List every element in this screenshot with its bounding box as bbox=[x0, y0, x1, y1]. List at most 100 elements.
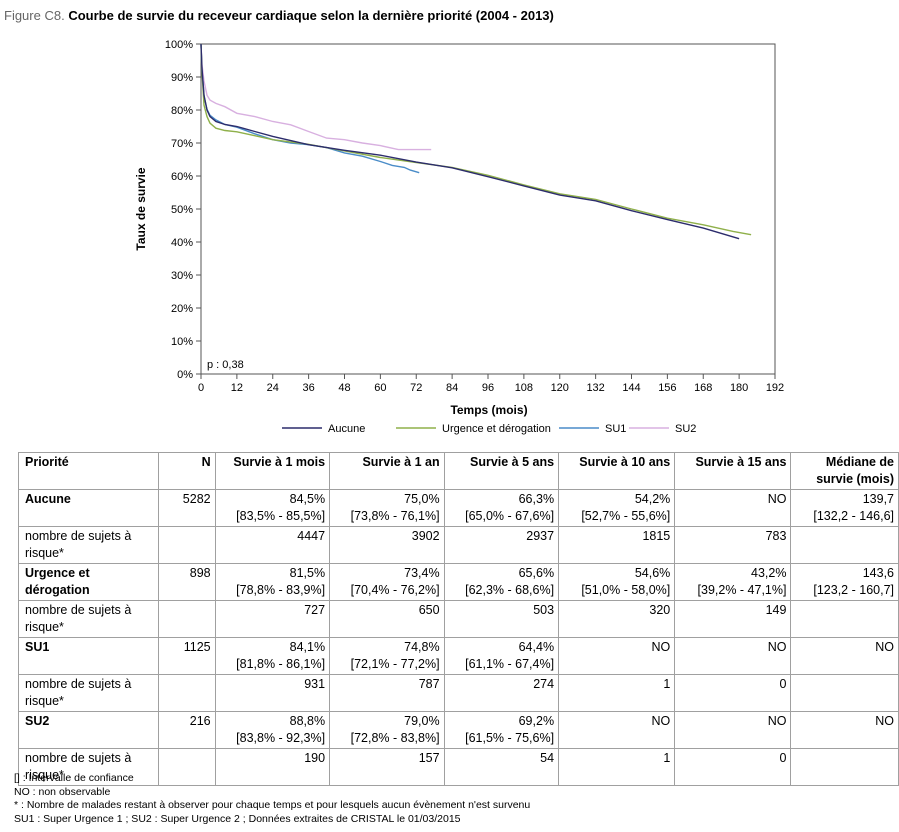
cell-line: NO bbox=[767, 714, 787, 728]
survival-cell: 88,8% [83,8% - 92,3%] bbox=[214, 711, 331, 749]
y-tick-label: 30% bbox=[171, 270, 193, 282]
x-tick-label: 60 bbox=[374, 382, 386, 394]
risk-row: nombre de sujets à risque* 4447 3902 2937 18… bbox=[17, 526, 899, 564]
risk-cell bbox=[790, 748, 899, 786]
survival-cell: 81,5% [78,8% - 83,9%] bbox=[214, 563, 331, 601]
cell-line: [61,5% - 75,6%] bbox=[465, 731, 555, 745]
x-tick-label: 0 bbox=[198, 382, 204, 394]
row-label: Aucune bbox=[17, 489, 160, 527]
plot-frame bbox=[200, 43, 776, 375]
cell-line: 139,7 bbox=[862, 492, 894, 506]
cell-line: [123,2 - 160,7] bbox=[813, 583, 894, 597]
cell-line: [72,1% - 77,2%] bbox=[350, 657, 440, 671]
survival-cell: 43,2% [39,2% - 47,1%] bbox=[674, 563, 792, 601]
cell-line: [78,8% - 83,9%] bbox=[236, 583, 326, 597]
risk-cell: 54 bbox=[443, 748, 560, 786]
risk-row: nombre de sujets à risque* 931 787 274 1 0 bbox=[17, 674, 899, 712]
y-tick-label: 10% bbox=[171, 336, 193, 348]
row-n: 898 bbox=[158, 563, 216, 601]
row-label: SU1 bbox=[17, 637, 160, 675]
survival-cell: NO bbox=[674, 489, 792, 527]
survival-cell: 143,6 [123,2 - 160,7] bbox=[790, 563, 899, 601]
cell-line: 88,8% bbox=[289, 714, 326, 728]
y-tick-label: 20% bbox=[171, 303, 193, 315]
footnote: NO : non observable bbox=[14, 785, 111, 798]
table-row: Urgence et dérogation 898 81,5% [78,8% - 83… bbox=[17, 563, 899, 601]
survival-cell: NO bbox=[790, 711, 899, 749]
y-tick-label: 0% bbox=[177, 369, 193, 381]
empty-cell bbox=[158, 600, 216, 638]
cell-line: NO bbox=[767, 492, 787, 506]
footnote: SU1 : Super Urgence 1 ; SU2 : Super Urge… bbox=[14, 812, 461, 825]
footnotes: [] : Intervalle de confiance NO : non obs… bbox=[14, 772, 530, 826]
row-label: SU2 bbox=[17, 711, 160, 749]
risk-cell: 931 bbox=[214, 674, 331, 712]
survival-cell: NO bbox=[790, 637, 899, 675]
cell-line: [132,2 - 146,6] bbox=[813, 509, 894, 523]
column-header: Survie à 1 an bbox=[329, 452, 445, 490]
survival-cell: 65,6% [62,3% - 68,6%] bbox=[443, 563, 560, 601]
survival-cell: NO bbox=[674, 711, 792, 749]
risk-label: nombre de sujets à risque* bbox=[17, 748, 160, 786]
cell-line: 69,2% bbox=[518, 714, 555, 728]
risk-cell: 2937 bbox=[443, 526, 560, 564]
survival-cell: 84,1% [81,8% - 86,1%] bbox=[214, 637, 331, 675]
risk-label: nombre de sujets à risque* bbox=[17, 526, 160, 564]
risk-cell bbox=[790, 526, 899, 564]
cell-line: [65,0% - 67,6%] bbox=[465, 509, 555, 523]
cell-line: [70,4% - 76,2%] bbox=[350, 583, 440, 597]
cell-line: [72,8% - 83,8%] bbox=[350, 731, 440, 745]
survival-cell: 75,0% [73,8% - 76,1%] bbox=[329, 489, 445, 527]
column-header: Survie à 15 ans bbox=[674, 452, 792, 490]
y-tick-label: 50% bbox=[171, 204, 193, 216]
cell-line: [61,1% - 67,4%] bbox=[465, 657, 555, 671]
y-tick-label: 40% bbox=[171, 237, 193, 249]
y-tick-label: 80% bbox=[171, 105, 193, 117]
cell-line: NO bbox=[875, 714, 894, 728]
x-tick-label: 48 bbox=[338, 382, 350, 394]
x-tick-label: 156 bbox=[658, 382, 676, 394]
risk-cell bbox=[790, 674, 899, 712]
legend-label: Urgence et dérogation bbox=[442, 423, 551, 435]
risk-row: nombre de sujets à risque* 727 650 503 320 14… bbox=[17, 600, 899, 638]
risk-cell: 503 bbox=[443, 600, 560, 638]
risk-cell: 274 bbox=[443, 674, 560, 712]
risk-cell: 1 bbox=[558, 674, 676, 712]
x-tick-label: 96 bbox=[482, 382, 494, 394]
survival-cell: NO bbox=[558, 711, 676, 749]
risk-row: nombre de sujets à risque* 190 157 54 1 0 bbox=[17, 748, 899, 786]
survival-cell: 73,4% [70,4% - 76,2%] bbox=[329, 563, 445, 601]
survival-cell: 79,0% [72,8% - 83,8%] bbox=[329, 711, 445, 749]
survival-cell: 54,6% [51,0% - 58,0%] bbox=[558, 563, 676, 601]
x-tick-label: 168 bbox=[694, 382, 712, 394]
figure-title: Figure C8. Courbe de survie du receveur … bbox=[4, 8, 554, 23]
x-tick-label: 192 bbox=[766, 382, 784, 394]
cell-line: [51,0% - 58,0%] bbox=[581, 583, 671, 597]
cell-line: 65,6% bbox=[518, 566, 555, 580]
risk-cell: 787 bbox=[329, 674, 445, 712]
risk-cell: 157 bbox=[329, 748, 445, 786]
series-line-2 bbox=[200, 43, 420, 174]
x-tick-label: 84 bbox=[446, 382, 458, 394]
cell-line: 74,8% bbox=[404, 640, 440, 654]
cell-line: NO bbox=[875, 640, 894, 654]
cell-line: 84,1% bbox=[289, 640, 326, 654]
cell-line: [83,5% - 85,5%] bbox=[236, 509, 326, 523]
risk-cell bbox=[790, 600, 899, 638]
survival-chart: 0% 10% 20% 30% 40% 50% 60% 70% 80% 90% 100% 0 12 24 36… bbox=[134, 39, 784, 435]
cell-line: 79,0% bbox=[404, 714, 440, 728]
cell-line: NO bbox=[651, 640, 671, 654]
risk-cell: 190 bbox=[214, 748, 331, 786]
risk-cell: 1 bbox=[558, 748, 676, 786]
x-tick-label: 108 bbox=[515, 382, 533, 394]
cell-line: 66,3% bbox=[518, 492, 555, 506]
column-header: Survie à 1 mois bbox=[214, 452, 331, 490]
column-header: Priorité bbox=[17, 452, 160, 490]
risk-label: nombre de sujets à risque* bbox=[17, 674, 160, 712]
cell-line: [39,2% - 47,1%] bbox=[697, 583, 787, 597]
survival-cell: 69,2% [61,5% - 75,6%] bbox=[443, 711, 560, 749]
legend-label: SU1 bbox=[605, 423, 626, 435]
footnote: * : Nombre de malades restant à observer… bbox=[14, 799, 531, 811]
empty-cell bbox=[158, 526, 216, 564]
cell-line: [52,7% - 55,6%] bbox=[581, 509, 671, 523]
